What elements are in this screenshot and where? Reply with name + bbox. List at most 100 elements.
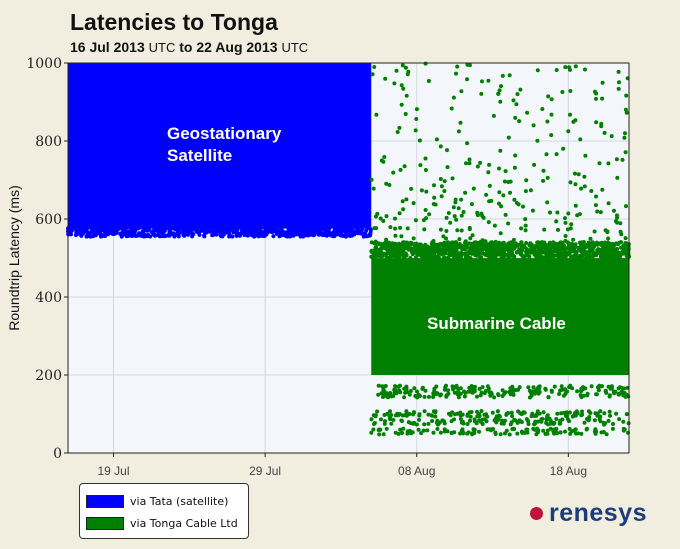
cable-band-point (385, 411, 390, 416)
cable-outlier-point (450, 176, 455, 181)
cable-outlier-point (411, 236, 416, 241)
x-tick-label: 29 Jul (249, 464, 281, 478)
cable-band-point (519, 429, 524, 434)
cable-outlier-point (393, 233, 398, 238)
cable-band-point (526, 422, 531, 426)
satellite-point (320, 232, 324, 237)
cable-outlier-point (481, 241, 486, 246)
cable-outlier-point (615, 220, 620, 225)
cable-outlier-point (554, 243, 559, 247)
cable-outlier-point (456, 206, 461, 211)
cable-outlier-point (512, 245, 517, 250)
cable-outlier-point (372, 250, 377, 255)
cable-outlier-point (427, 246, 432, 251)
cable-point (519, 240, 524, 245)
cable-outlier-point (605, 230, 610, 235)
cable-outlier-point (578, 137, 583, 142)
satellite-point (265, 228, 270, 233)
satellite-point (227, 226, 232, 231)
cable-outlier-point (478, 248, 483, 253)
cable-outlier-point (493, 239, 498, 244)
legend-item-cable: via Tonga Cable Ltd (86, 514, 238, 532)
cable-point (552, 253, 557, 258)
axes: 0 200 400 600 800 1000 19 Jul 29 Jul 08 Aug 18 Au… (6, 56, 630, 478)
cable-band-point (567, 426, 572, 431)
annotation-cable-label: Submarine Cable (427, 314, 566, 333)
cable-outlier-point (475, 210, 480, 215)
satellite-point (286, 226, 291, 231)
cable-band-point (480, 385, 485, 390)
satellite-point (145, 228, 150, 233)
cable-outlier-point (447, 244, 451, 249)
cable-band-point (543, 386, 548, 391)
cable-outlier-point (545, 175, 550, 180)
cable-band-point (598, 409, 603, 414)
cable-band-point (490, 410, 495, 415)
cable-outlier-point (404, 93, 409, 98)
cable-band-point (597, 417, 602, 422)
legend-label-cable: via Tonga Cable Ltd (130, 516, 238, 530)
cable-outlier-point (609, 134, 614, 139)
satellite-point (86, 225, 91, 230)
cable-band-point (532, 414, 537, 418)
cable-outlier-point (427, 252, 432, 256)
cable-band-point (515, 431, 520, 436)
cable-outlier-point (573, 118, 578, 123)
cable-outlier-point (388, 252, 393, 257)
satellite-point (125, 225, 130, 230)
cable-band-point (607, 409, 612, 414)
cable-outlier-point (582, 184, 587, 189)
cable-outlier-point (512, 197, 517, 202)
cable-band-point (442, 419, 446, 424)
cable-point (429, 255, 433, 260)
cable-band-point (493, 430, 498, 435)
cable-band-point (485, 384, 490, 389)
cable-band-point (373, 414, 378, 419)
cable-outlier-point (426, 79, 431, 83)
cable-band-point (461, 430, 466, 435)
cable-outlier-point (496, 91, 501, 96)
cable-outlier-point (486, 78, 491, 83)
cable-band-point (477, 414, 482, 418)
satellite-point (237, 232, 242, 237)
cable-band-point (407, 392, 412, 397)
cable-outlier-point (475, 164, 480, 169)
cable-band-point (507, 432, 512, 437)
cable-band-point (563, 429, 567, 434)
cable-outlier-point (439, 194, 444, 199)
cable-band-point (610, 426, 615, 431)
satellite-point (319, 226, 323, 231)
cable-outlier-point (589, 189, 594, 193)
cable-point (583, 245, 588, 250)
cable-outlier-point (594, 96, 598, 101)
cable-outlier-point (511, 237, 516, 242)
cable-outlier-point (623, 131, 627, 136)
cable-outlier-point (398, 167, 403, 172)
cable-outlier-point (402, 251, 407, 256)
cable-band-point (388, 409, 392, 414)
cable-outlier-point (614, 247, 619, 252)
cable-outlier-point (581, 240, 586, 244)
annotations: Geostationary Satellite Submarine Cable (167, 124, 566, 333)
satellite-point (214, 232, 219, 237)
cable-band-point (450, 430, 455, 435)
legend-item-satellite: via Tata (satellite) (86, 492, 228, 510)
cable-band-point (405, 431, 410, 436)
cable-point (408, 242, 413, 247)
end-date: 22 Aug 2013 (196, 39, 278, 55)
satellite-point (277, 225, 282, 230)
cable-band-point (379, 417, 383, 422)
cable-outlier-point (533, 252, 538, 257)
satellite-point (219, 234, 224, 239)
cable-band-point (621, 393, 626, 398)
cable-band-point (403, 390, 408, 395)
cable-outlier-point (403, 65, 408, 70)
satellite-point (190, 232, 195, 237)
cable-outlier-point (447, 248, 452, 253)
cable-outlier-point (545, 119, 550, 124)
cable-band-point (417, 412, 422, 417)
cable-band-point (458, 391, 463, 396)
cable-outlier-point (418, 163, 423, 168)
cable-band-point (419, 431, 424, 436)
cable-band-point (506, 411, 511, 415)
